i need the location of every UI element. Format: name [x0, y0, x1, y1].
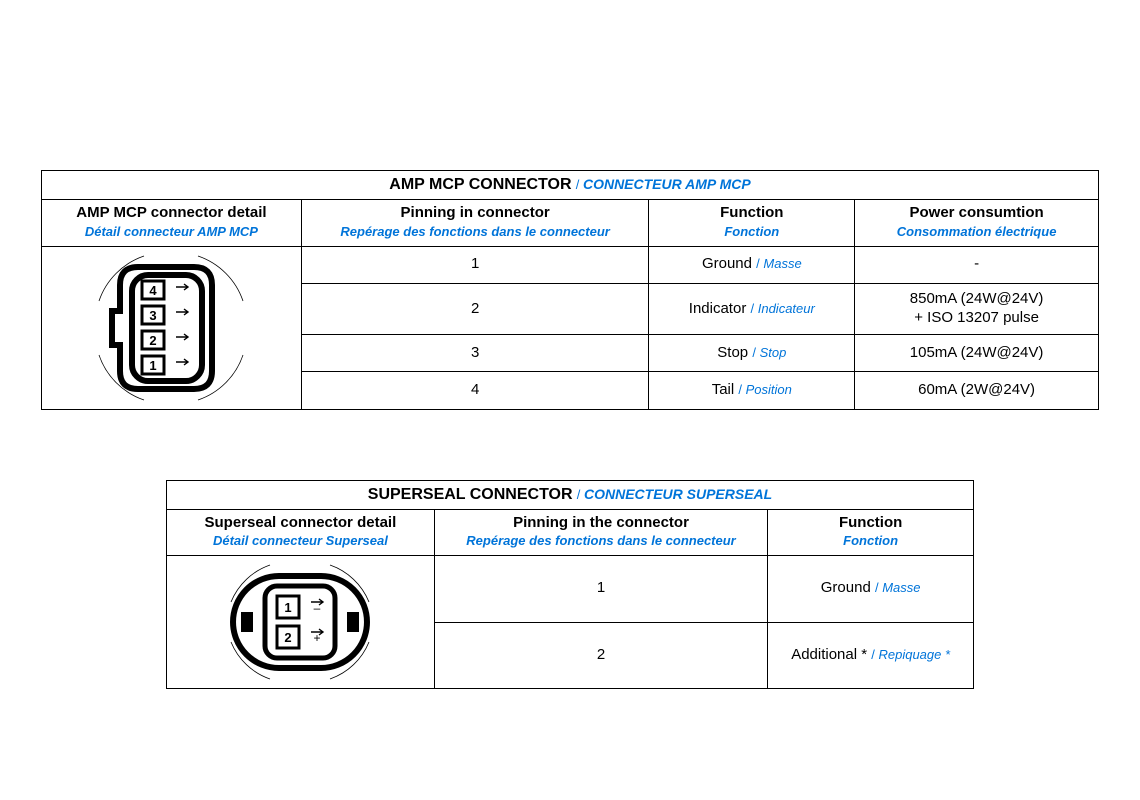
amp-pin-cell: 4 [301, 372, 649, 409]
func-fr: Indicateur [758, 301, 815, 316]
sep: / [751, 301, 758, 316]
sseal-title-cell: SUPERSEAL CONNECTOR / CONNECTEUR SUPERSE… [167, 480, 974, 509]
power-val: 60mA (2W@24V) [918, 381, 1035, 398]
amp-hdr-1: Pinning in connector Repérage des foncti… [301, 200, 649, 247]
hdr-en: Pinning in the connector [513, 514, 689, 531]
pin-val: 1 [597, 579, 605, 596]
svg-text:3: 3 [150, 308, 157, 323]
hdr-fr: Détail connecteur Superseal [213, 533, 388, 548]
amp-pin-cell: 3 [301, 335, 649, 372]
amp-power-cell: 60mA (2W@24V) [855, 372, 1099, 409]
power-val: 850mA (24W@24V)+ ISO 13207 pulse [910, 290, 1044, 326]
sseal-func-cell: Ground / Masse [768, 556, 974, 623]
amp-mcp-table: AMP MCP CONNECTOR / CONNECTEUR AMP MCP A… [41, 170, 1099, 410]
hdr-fr: Détail connecteur AMP MCP [85, 224, 258, 239]
pin-val: 3 [471, 344, 479, 361]
hdr-en: AMP MCP connector detail [76, 204, 266, 221]
func-en: Additional * [791, 646, 867, 663]
func-fr: Masse [763, 256, 801, 271]
svg-text:2: 2 [150, 333, 157, 348]
svg-text:1: 1 [150, 358, 157, 373]
pin-val: 1 [471, 255, 479, 272]
title-sep: / [577, 487, 584, 502]
hdr-en: Power consumtion [910, 204, 1044, 221]
amp-hdr-3: Power consumtion Consommation électrique [855, 200, 1099, 247]
amp-title-en: AMP MCP CONNECTOR [389, 176, 571, 193]
sseal-hdr-0: Superseal connector detail Détail connec… [167, 509, 435, 556]
sep: / [738, 382, 745, 397]
func-en: Tail [712, 381, 735, 398]
pin-val: 4 [471, 381, 479, 398]
svg-text:1: 1 [285, 600, 292, 615]
amp-power-cell: 850mA (24W@24V)+ ISO 13207 pulse [855, 283, 1099, 335]
amp-pin-cell: 2 [301, 283, 649, 335]
sseal-pin-cell: 2 [434, 622, 767, 689]
svg-text:+: + [314, 631, 321, 645]
func-fr: Repiquage * [878, 647, 950, 662]
hdr-en: Function [720, 204, 783, 221]
hdr-fr: Fonction [724, 224, 779, 239]
amp-func-cell: Ground / Masse [649, 246, 855, 283]
hdr-fr: Fonction [843, 533, 898, 548]
amp-func-cell: Tail / Position [649, 372, 855, 409]
func-en: Ground [821, 579, 871, 596]
sseal-connector-diagram-cell: 1 2 – + [167, 556, 435, 689]
title-sep: / [576, 177, 583, 192]
hdr-en: Function [839, 514, 902, 531]
amp-pin-cell: 1 [301, 246, 649, 283]
hdr-fr: Repérage des fonctions dans le connecteu… [340, 224, 609, 239]
amp-power-cell: 105mA (24W@24V) [855, 335, 1099, 372]
hdr-fr: Repérage des fonctions dans le connecteu… [466, 533, 735, 548]
pin-val: 2 [471, 300, 479, 317]
amp-func-cell: Stop / Stop [649, 335, 855, 372]
superseal-connector-icon: 1 2 – + [225, 562, 375, 682]
amp-connector-diagram-cell: 4 3 2 1 [42, 246, 302, 409]
func-fr: Stop [760, 345, 787, 360]
hdr-fr: Consommation électrique [897, 224, 1057, 239]
func-en: Ground [702, 255, 752, 272]
amp-hdr-0: AMP MCP connector detail Détail connecte… [42, 200, 302, 247]
pin-val: 2 [597, 646, 605, 663]
sseal-title-fr: CONNECTEUR SUPERSEAL [584, 486, 772, 502]
svg-text:–: – [314, 601, 321, 615]
amp-hdr-2: Function Fonction [649, 200, 855, 247]
svg-text:2: 2 [285, 630, 292, 645]
amp-connector-icon: 4 3 2 1 [96, 253, 246, 403]
power-val: - [974, 255, 979, 272]
sseal-pin-cell: 1 [434, 556, 767, 623]
superseal-table: SUPERSEAL CONNECTOR / CONNECTEUR SUPERSE… [166, 480, 974, 690]
sseal-title-en: SUPERSEAL CONNECTOR [368, 486, 573, 503]
amp-func-cell: Indicator / Indicateur [649, 283, 855, 335]
sseal-hdr-1: Pinning in the connector Repérage des fo… [434, 509, 767, 556]
func-en: Stop [717, 344, 748, 361]
hdr-en: Pinning in connector [401, 204, 550, 221]
amp-power-cell: - [855, 246, 1099, 283]
sseal-hdr-2: Function Fonction [768, 509, 974, 556]
func-en: Indicator [689, 300, 747, 317]
sep: / [752, 345, 759, 360]
sseal-func-cell: Additional * / Repiquage * [768, 622, 974, 689]
amp-title-cell: AMP MCP CONNECTOR / CONNECTEUR AMP MCP [42, 171, 1099, 200]
amp-title-fr: CONNECTEUR AMP MCP [583, 176, 751, 192]
func-fr: Masse [882, 580, 920, 595]
svg-text:4: 4 [150, 283, 158, 298]
func-fr: Position [746, 382, 792, 397]
hdr-en: Superseal connector detail [205, 514, 397, 531]
power-val: 105mA (24W@24V) [910, 344, 1044, 361]
